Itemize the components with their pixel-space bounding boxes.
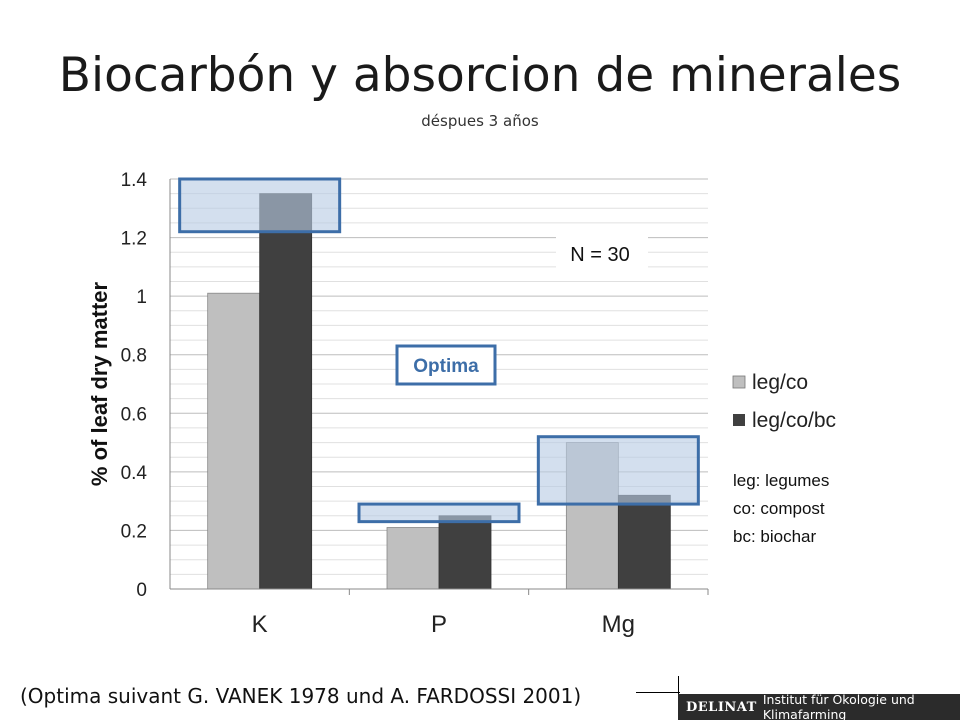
optima-range-k [178, 177, 342, 234]
axes [169, 179, 708, 590]
source-note: (Optima suivant G. VANEK 1978 und A. FAR… [20, 684, 582, 708]
x-tick-label: P [431, 611, 447, 638]
delinat-logo: DELINAT Institut für Ökologie und Klimaf… [678, 692, 960, 722]
y-tick-label: 1.2 [121, 229, 147, 250]
optima-ranges [178, 177, 700, 524]
logo-rule-vertical [678, 676, 679, 694]
y-tick-labels: 0 0.2 0.4 0.6 0.8 1 1.2 1.4 [121, 170, 148, 601]
n-label: N = 30 [570, 244, 629, 266]
legend-swatch-leg-co [732, 375, 746, 389]
legend-swatch-leg-co-bc [733, 414, 745, 426]
bar-chart: 0 0.2 0.4 0.6 0.8 1 1.2 1.4 K P Mg % of leaf dry … [87, 170, 836, 638]
legend: leg/co leg/co/bc [732, 371, 836, 432]
bar-k-1 [259, 193, 313, 590]
bar-p-1 [438, 515, 492, 590]
y-tick-label: 1.4 [121, 170, 148, 191]
bar-p-0 [386, 527, 440, 590]
optima-range-p [357, 502, 521, 524]
abbrev-bc: bc: biochar [733, 527, 816, 546]
y-axis-label: % of leaf dry matter [87, 281, 112, 486]
y-tick-label: 0.4 [121, 463, 148, 484]
y-tick-label: 0.8 [121, 346, 147, 367]
optima-range-mg [536, 435, 700, 506]
abbrev-leg: leg: legumes [733, 471, 829, 490]
bar-mg-1 [617, 494, 671, 590]
y-tick-label: 0 [136, 580, 147, 601]
logo-rule-horizontal [636, 692, 680, 693]
legend-label-leg-co: leg/co [752, 371, 808, 394]
n-label-box [556, 236, 648, 270]
abbrev-co: co: compost [733, 499, 825, 518]
x-tick-label: Mg [602, 611, 635, 638]
legend-label-leg-co-bc: leg/co/bc [752, 409, 836, 432]
page-subtitle: déspues 3 años [421, 112, 539, 130]
x-tick-label: K [252, 611, 268, 638]
logo-brand: DELINAT [686, 699, 757, 715]
abbreviation-notes: leg: legumes co: compost bc: biochar [733, 471, 829, 546]
bar-k-0 [207, 292, 261, 590]
optima-label-box [395, 344, 497, 386]
y-tick-label: 0.6 [121, 404, 147, 425]
optima-label: Optima [413, 356, 479, 377]
bars [207, 193, 709, 595]
y-tick-label: 0.2 [121, 521, 147, 542]
logo-institute: Institut für Ökologie und Klimafarming [762, 692, 915, 722]
x-tick-labels: K P Mg [252, 611, 635, 638]
y-tick-label: 1 [136, 287, 147, 308]
page-title: Biocarbón y absorcion de minerales [58, 48, 902, 103]
